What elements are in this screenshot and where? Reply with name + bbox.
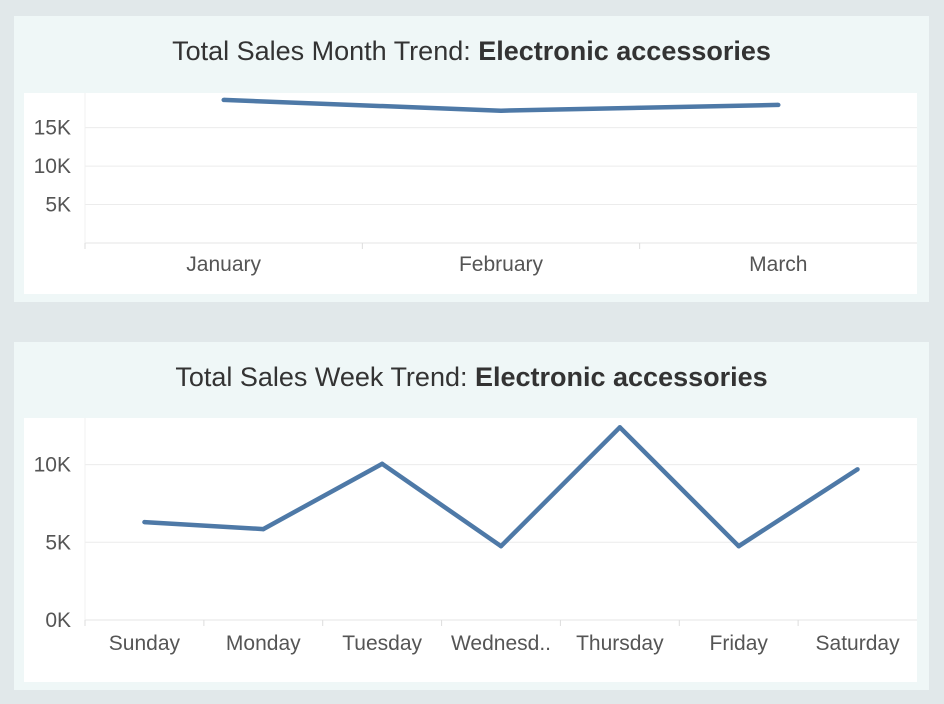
month-x-tick-label: January (186, 253, 261, 276)
week-trend-title-prefix: Total Sales Week Trend: (175, 362, 475, 392)
month-data-point (221, 97, 226, 103)
month-trend-title: Total Sales Month Trend: Electronic acce… (14, 36, 929, 67)
month-trend-plot-area: 5K 10K 15K January February March (24, 93, 917, 294)
week-y-tick-label: 5K (45, 531, 71, 554)
week-series-line (144, 425, 859, 549)
week-data-point (142, 519, 147, 525)
week-x-tick-label: Wednesd.. (451, 632, 551, 655)
week-data-point (379, 461, 385, 467)
month-y-tick-label: 10K (34, 155, 71, 178)
week-data-point (736, 543, 741, 549)
month-y-tick-label: 5K (45, 194, 71, 217)
week-data-point (855, 467, 860, 472)
week-trend-title: Total Sales Week Trend: Electronic acces… (14, 362, 929, 393)
week-x-tick-label: Sunday (109, 632, 181, 655)
week-x-tick-label: Friday (710, 632, 769, 655)
month-x-tick-label: March (749, 253, 807, 276)
month-trend-title-prefix: Total Sales Month Trend: (172, 36, 479, 66)
month-trend-panel: Total Sales Month Trend: Electronic acce… (14, 16, 929, 302)
week-x-tick-label: Saturday (816, 632, 901, 655)
week-x-tick-label: Tuesday (342, 632, 422, 655)
week-trend-panel: Total Sales Week Trend: Electronic acces… (14, 342, 929, 690)
month-data-point (776, 102, 781, 108)
week-x-tick-label: Thursday (576, 632, 664, 655)
month-trend-title-emphasis: Electronic accessories (478, 36, 771, 66)
week-data-point (617, 425, 623, 430)
week-data-point (498, 543, 504, 549)
week-trend-chart: 0K 5K 10K Sunday Monday Tuesday Wednesd.. Thurs… (34, 418, 917, 655)
month-trend-chart: 5K 10K 15K January February March (34, 93, 917, 276)
week-trend-title-emphasis: Electronic accessories (474, 362, 768, 392)
month-y-tick-label: 15K (34, 117, 71, 140)
week-y-tick-label: 0K (45, 609, 71, 632)
week-y-tick-label: 10K (34, 454, 71, 477)
week-x-tick-label: Monday (226, 632, 301, 655)
week-trend-plot-area: 0K 5K 10K Sunday Monday Tuesday Wednesd.. Thurs… (24, 418, 917, 682)
month-x-tick-label: February (459, 253, 544, 276)
month-data-point (498, 108, 504, 113)
week-data-point (261, 526, 266, 532)
